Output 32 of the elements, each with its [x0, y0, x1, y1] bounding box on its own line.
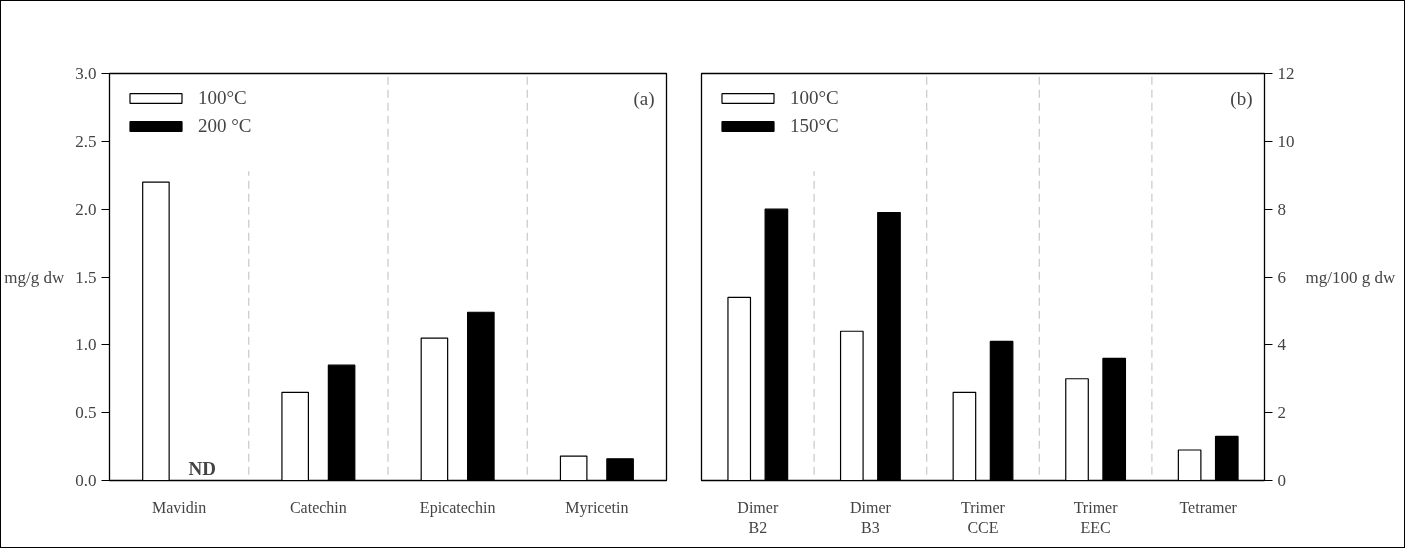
y-tick-label: 0.5	[75, 403, 97, 423]
x-tick-label: Dimer B3	[849, 498, 892, 536]
y2-axis-title: mg/100 g dw	[1305, 267, 1396, 287]
x-tick-label: Tetramer	[1179, 498, 1238, 516]
legend-label: 150°C	[790, 115, 839, 137]
x-tick-label: Mavidin	[152, 498, 207, 516]
y-tick-label: 1.0	[75, 335, 97, 355]
y2-tick-label: 6	[1277, 267, 1286, 287]
y-axis-title: mg/g dw	[4, 267, 65, 287]
y2-tick-label: 12	[1277, 64, 1295, 83]
legend-label: 100°C	[198, 87, 247, 109]
legend-label: 100°C	[790, 87, 839, 109]
y2-tick-label: 2	[1277, 403, 1286, 423]
y-tick-label: 0.0	[75, 471, 97, 490]
y2-tick-label: 4	[1277, 335, 1287, 355]
annotation: (b)	[1230, 87, 1253, 110]
annotation: (a)	[633, 87, 655, 110]
x-tick-label: Trimer CCE	[961, 498, 1006, 536]
x-tick-label: Dimer B2	[737, 498, 779, 536]
x-tick-label: Epicatechin	[419, 498, 496, 517]
legend-label: 200 °C	[198, 115, 252, 137]
x-tick-label: Catechin	[289, 498, 347, 516]
annotation: ND	[188, 457, 217, 479]
y2-tick-label: 8	[1277, 199, 1286, 219]
x-tick-label: Trimer EEC	[1073, 498, 1119, 536]
y2-tick-label: 10	[1277, 131, 1295, 151]
x-tick-label: Myricetin	[565, 498, 629, 517]
y-tick-label: 2.5	[75, 131, 97, 151]
y2-tick-label: 0	[1277, 471, 1286, 490]
y-tick-label: 3.0	[75, 64, 97, 83]
y-tick-label: 1.5	[75, 267, 97, 287]
y-tick-label: 2.0	[75, 199, 97, 219]
